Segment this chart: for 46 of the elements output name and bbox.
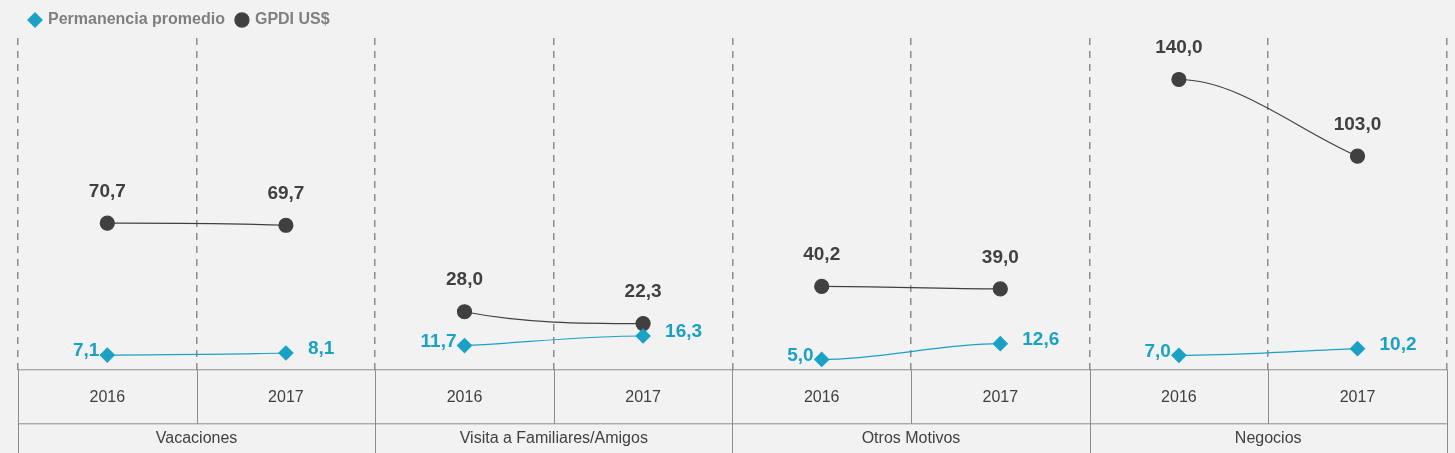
point bbox=[278, 217, 294, 233]
point bbox=[635, 328, 651, 344]
x-tick-label: 2016 bbox=[1161, 387, 1197, 405]
point bbox=[992, 281, 1008, 297]
data-label: 7,1 bbox=[72, 339, 100, 361]
text: Negocios bbox=[1234, 428, 1302, 446]
x-tick-label: 2017 bbox=[625, 387, 661, 405]
x-tick-label: 2016 bbox=[803, 387, 840, 405]
x-tick-label: 2017 bbox=[1339, 387, 1376, 405]
data-label: 7,0 bbox=[1144, 339, 1171, 361]
point bbox=[1171, 347, 1187, 363]
legend-label: Permanencia promedio bbox=[48, 10, 226, 28]
point bbox=[814, 351, 830, 368]
data-label: 12,6 bbox=[1022, 327, 1060, 349]
point bbox=[1171, 71, 1187, 88]
point bbox=[1349, 148, 1366, 164]
data-label: 140,0 bbox=[1155, 36, 1203, 58]
data-label: 22,3 bbox=[624, 280, 662, 302]
point bbox=[814, 278, 830, 295]
data-label: 69,7 bbox=[267, 181, 305, 203]
x-tick-label: 2017 bbox=[268, 387, 304, 405]
point bbox=[1349, 341, 1366, 357]
point bbox=[99, 215, 115, 231]
x-tick-label: 2016 bbox=[446, 387, 483, 405]
data-label: 11,7 bbox=[420, 329, 457, 351]
x-tick-label: 2016 bbox=[89, 387, 126, 405]
data-label: 40,2 bbox=[803, 243, 841, 265]
point bbox=[456, 304, 473, 320]
point bbox=[278, 345, 294, 361]
text: Otros Motivos bbox=[861, 428, 961, 446]
data-label: 28,0 bbox=[446, 268, 483, 290]
data-label: 70,7 bbox=[88, 179, 126, 201]
data-label: 103,0 bbox=[1333, 112, 1382, 134]
text: Vacaciones bbox=[155, 428, 238, 446]
data-label: 8,1 bbox=[307, 337, 335, 359]
text: Visita a Familiares/Amigos bbox=[459, 428, 648, 446]
point bbox=[456, 337, 473, 354]
x-tick-label: 2017 bbox=[982, 387, 1019, 405]
legend-label: GPDI US$ bbox=[254, 10, 330, 28]
point bbox=[635, 315, 651, 332]
data-label: 5,0 bbox=[787, 343, 814, 365]
data-label: 39,0 bbox=[981, 245, 1019, 267]
point bbox=[99, 347, 115, 363]
data-label: 10,2 bbox=[1379, 332, 1417, 354]
data-label: 16,3 bbox=[665, 320, 703, 342]
point bbox=[992, 336, 1008, 352]
